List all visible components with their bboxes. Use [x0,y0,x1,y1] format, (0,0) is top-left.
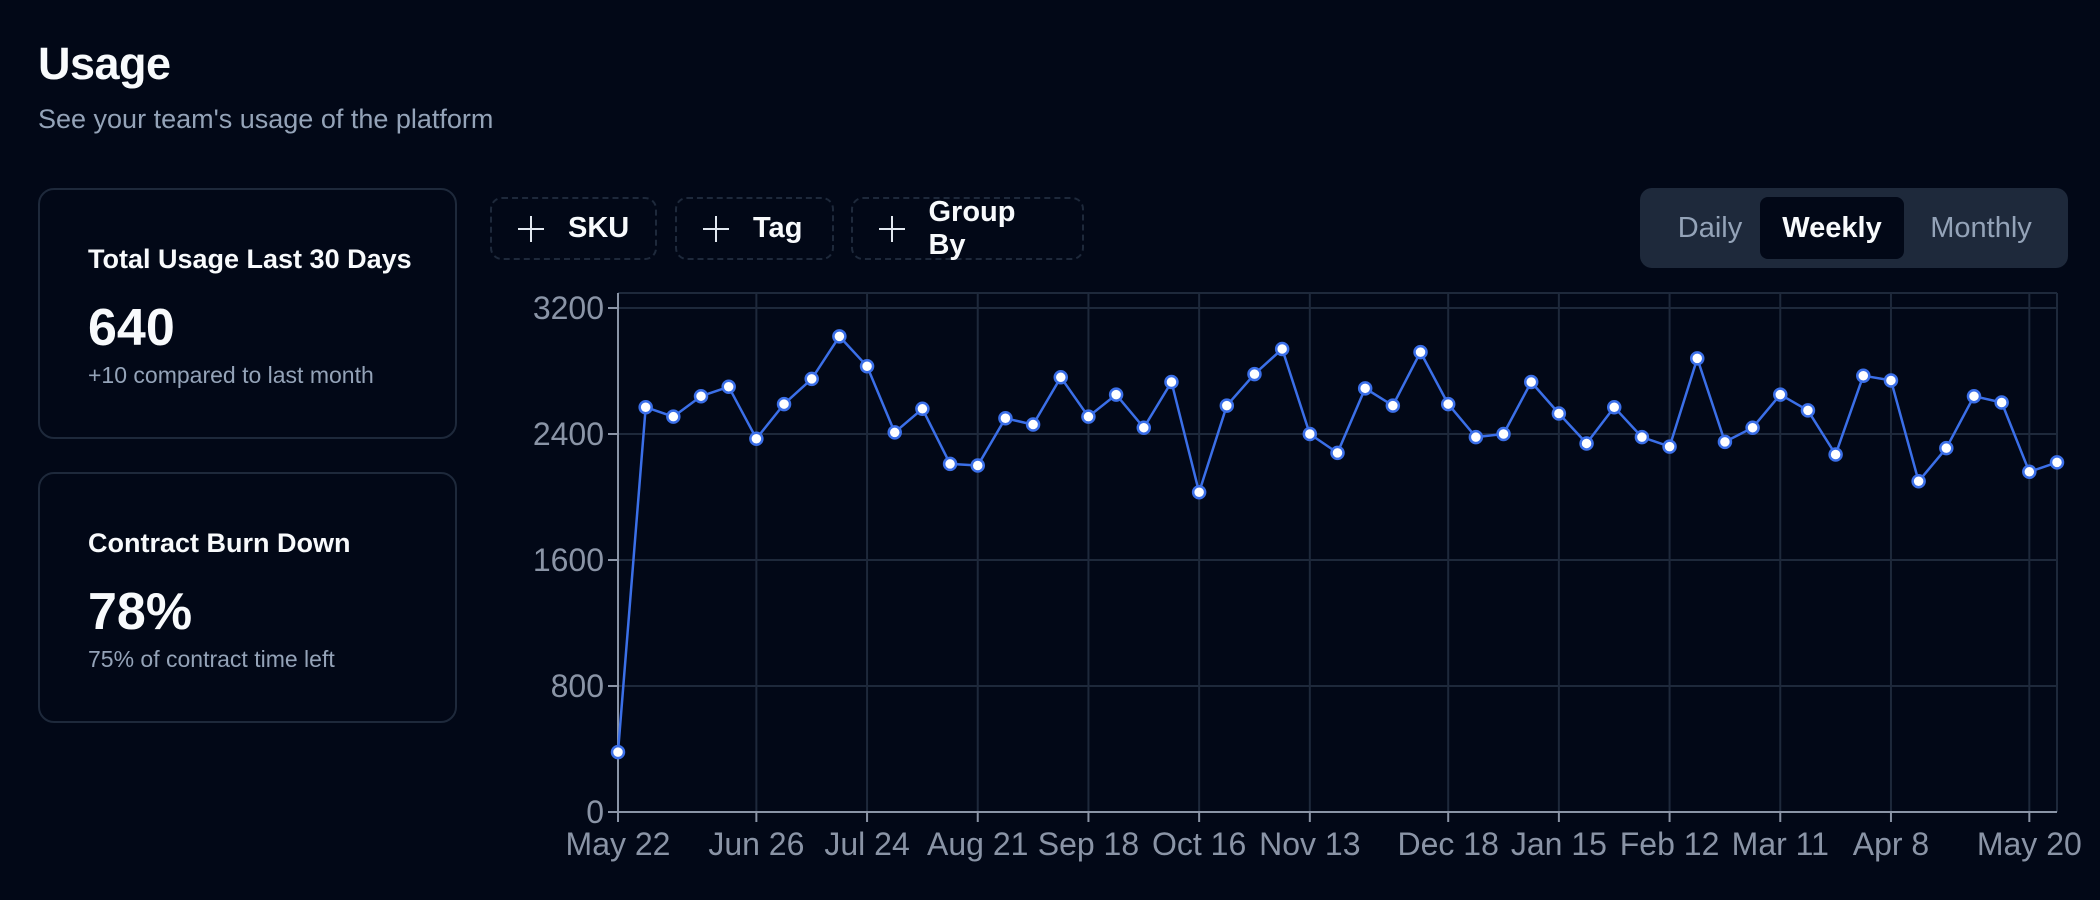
data-point [1274,341,1290,357]
x-tick-label: Feb 12 [1620,826,1720,862]
data-point [1330,445,1345,461]
data-point [1025,417,1041,432]
y-tick-label: 0 [586,794,604,830]
x-tick-label: Oct 16 [1152,826,1246,862]
data-point [1247,366,1262,382]
data-point [804,371,819,387]
data-point [1413,344,1428,360]
x-tick-label: May 22 [566,826,671,862]
y-tick-label: 2400 [533,416,604,452]
contract-burn-value: 78% [88,583,193,641]
period-daily-tab[interactable]: Daily [1677,211,1743,244]
plus-icon [879,215,906,242]
data-point [1357,381,1373,396]
data-point [998,411,1013,426]
data-point [1994,395,2009,410]
total-usage-delta: +10 compared to last month [88,362,374,388]
y-tick-label: 1600 [533,542,604,578]
total-usage-title: Total Usage Last 30 Days [88,244,412,274]
data-point [1523,374,1539,390]
data-point [887,425,902,440]
page-subtitle: See your team's usage of the platform [38,104,494,134]
data-point [1302,426,1318,442]
data-point [1662,439,1677,454]
data-point [1939,440,1954,456]
x-tick-label: Jan 15 [1511,826,1607,862]
add-tag-filter-button[interactable]: Tag [675,197,834,260]
data-point [1966,388,1982,404]
data-point [610,744,626,760]
data-point [721,379,736,394]
data-point [970,458,985,473]
data-point [1108,387,1124,402]
total-usage-value: 640 [88,299,175,357]
x-tick-label: Apr 8 [1853,826,1929,862]
data-point [1856,368,1871,383]
total-usage-card: Total Usage Last 30 Days 640 +10 compare… [38,188,457,439]
data-point [1717,434,1733,450]
data-point [1191,485,1207,500]
tag-filter-label: Tag [753,212,803,244]
y-tick-label: 3200 [533,290,604,326]
x-tick-label: May 20 [1977,826,2082,862]
contract-burn-card: Contract Burn Down 78% 75% of contract t… [38,472,457,723]
data-point [915,401,930,417]
x-tick-label: Sep 18 [1038,826,1139,862]
x-tick-label: Jun 26 [708,826,804,862]
data-point [666,409,681,424]
data-point [1136,420,1152,435]
sku-filter-label: SKU [568,212,630,244]
data-point [2049,455,2065,470]
plus-icon [703,215,729,242]
usage-series-line [616,335,2058,753]
data-point [2022,464,2037,480]
group-by-label: Group By [928,195,1016,261]
data-point [1164,374,1179,390]
x-tick-label: Aug 21 [927,826,1028,862]
period-toggle: Daily Weekly Monthly [1640,188,2068,268]
data-point [1883,373,1899,388]
data-point [749,431,764,446]
data-point [1551,406,1567,421]
x-tick-label: Nov 13 [1259,826,1360,862]
data-point [1690,351,1705,366]
data-point [776,396,792,412]
data-point [1219,398,1235,413]
data-point [1828,447,1843,462]
data-point [1634,429,1650,445]
period-monthly-tab[interactable]: Monthly [1930,211,2032,244]
data-point [1579,436,1594,451]
data-point [1800,403,1816,418]
data-point [638,399,653,415]
data-point [1081,409,1096,424]
x-tick-label: Dec 18 [1397,826,1498,862]
contract-burn-delta: 75% of contract time left [88,646,335,672]
group-by-button[interactable]: Group By [851,195,1084,261]
data-point [1606,399,1622,415]
x-tick-label: Mar 11 [1732,826,1829,862]
period-weekly-tab[interactable]: Weekly [1760,197,1904,259]
page-title: Usage [38,38,171,89]
data-point [1385,398,1401,413]
add-sku-filter-button[interactable]: SKU [490,197,657,260]
y-tick-label: 800 [551,668,604,704]
data-point [859,359,875,374]
x-tick-label: Jul 24 [824,826,909,862]
data-point [1053,370,1069,385]
plus-icon [518,215,544,242]
data-point [1496,426,1511,442]
data-point [1440,396,1456,412]
data-point [693,388,709,404]
contract-burn-title: Contract Burn Down [88,528,351,558]
data-point [1773,387,1788,402]
data-point [1745,420,1760,435]
data-point [1911,474,1926,489]
data-point [942,456,958,472]
data-point [1468,429,1484,445]
data-point [832,329,847,344]
